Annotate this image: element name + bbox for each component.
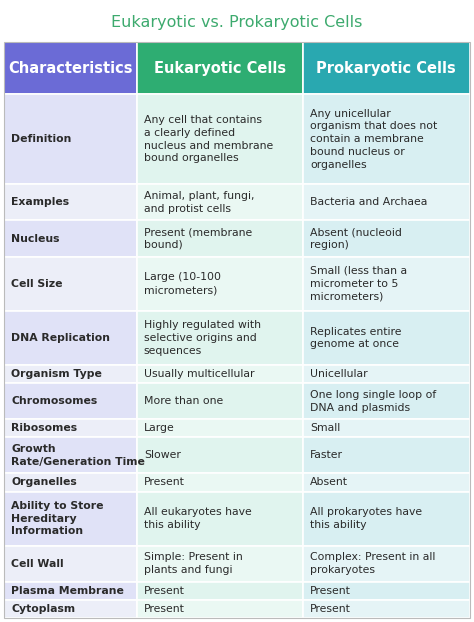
Bar: [4, 473, 137, 491]
Bar: [137, 491, 303, 545]
Text: Complex: Present in all
prokaryotes: Complex: Present in all prokaryotes: [310, 552, 436, 575]
Text: Cell Size: Cell Size: [11, 279, 63, 289]
Bar: [4, 220, 137, 257]
Bar: [303, 582, 470, 600]
Text: Eukaryotic vs. Prokaryotic Cells: Eukaryotic vs. Prokaryotic Cells: [111, 14, 363, 29]
Text: Cytoplasm: Cytoplasm: [11, 604, 75, 614]
Text: One long single loop of
DNA and plasmids: One long single loop of DNA and plasmids: [310, 390, 437, 412]
Bar: [303, 257, 470, 311]
Bar: [4, 311, 137, 365]
Text: Present: Present: [310, 604, 351, 614]
Text: Absent: Absent: [310, 478, 348, 488]
Bar: [137, 184, 303, 220]
Bar: [303, 365, 470, 383]
Bar: [137, 311, 303, 365]
Text: Large (10-100
micrometers): Large (10-100 micrometers): [144, 272, 221, 295]
Text: Absent (nucleoid
region): Absent (nucleoid region): [310, 227, 402, 250]
Bar: [303, 545, 470, 582]
Bar: [4, 491, 137, 545]
Text: Eukaryotic Cells: Eukaryotic Cells: [154, 60, 286, 75]
Text: Definition: Definition: [11, 134, 72, 144]
Bar: [4, 42, 137, 94]
Bar: [137, 94, 303, 184]
Text: Organism Type: Organism Type: [11, 369, 102, 379]
Bar: [303, 437, 470, 473]
Text: Plasma Membrane: Plasma Membrane: [11, 586, 124, 596]
Bar: [4, 437, 137, 473]
Bar: [4, 184, 137, 220]
Text: Large: Large: [144, 424, 174, 434]
Text: Present: Present: [144, 478, 185, 488]
Text: Any unicellular
organism that does not
contain a membrane
bound nucleus or
organ: Any unicellular organism that does not c…: [310, 109, 438, 170]
Text: Present: Present: [144, 586, 185, 596]
Bar: [137, 365, 303, 383]
Text: Chromosomes: Chromosomes: [11, 396, 97, 406]
Bar: [4, 600, 137, 618]
Bar: [303, 419, 470, 437]
Text: Unicellular: Unicellular: [310, 369, 368, 379]
Text: Present (membrane
bound): Present (membrane bound): [144, 227, 252, 250]
Bar: [137, 582, 303, 600]
Bar: [303, 491, 470, 545]
Text: Small (less than a
micrometer to 5
micrometers): Small (less than a micrometer to 5 micro…: [310, 266, 407, 302]
Text: All prokaryotes have
this ability: All prokaryotes have this ability: [310, 507, 422, 530]
Text: Small: Small: [310, 424, 340, 434]
Bar: [137, 419, 303, 437]
Bar: [4, 365, 137, 383]
Text: Cell Wall: Cell Wall: [11, 559, 64, 569]
Text: Examples: Examples: [11, 197, 69, 207]
Text: Replicates entire
genome at once: Replicates entire genome at once: [310, 327, 401, 350]
Text: Faster: Faster: [310, 450, 343, 460]
Bar: [303, 184, 470, 220]
Bar: [137, 257, 303, 311]
Text: More than one: More than one: [144, 396, 223, 406]
Text: Organelles: Organelles: [11, 478, 77, 488]
Bar: [303, 94, 470, 184]
Bar: [137, 473, 303, 491]
Text: Nucleus: Nucleus: [11, 233, 60, 244]
Bar: [4, 383, 137, 419]
Text: Usually multicellular: Usually multicellular: [144, 369, 255, 379]
Text: Animal, plant, fungi,
and protist cells: Animal, plant, fungi, and protist cells: [144, 191, 255, 214]
Text: Highly regulated with
selective origins and
sequences: Highly regulated with selective origins …: [144, 320, 261, 356]
Bar: [137, 545, 303, 582]
Bar: [4, 257, 137, 311]
Bar: [303, 42, 470, 94]
Bar: [137, 600, 303, 618]
Text: Bacteria and Archaea: Bacteria and Archaea: [310, 197, 428, 207]
Text: Any cell that contains
a clearly defined
nucleus and membrane
bound organelles: Any cell that contains a clearly defined…: [144, 115, 273, 164]
Bar: [303, 473, 470, 491]
Bar: [303, 311, 470, 365]
Bar: [137, 42, 303, 94]
Bar: [137, 437, 303, 473]
Bar: [137, 383, 303, 419]
Text: All eukaryotes have
this ability: All eukaryotes have this ability: [144, 507, 252, 530]
Bar: [303, 600, 470, 618]
Bar: [4, 419, 137, 437]
Text: Simple: Present in
plants and fungi: Simple: Present in plants and fungi: [144, 552, 243, 575]
Bar: [137, 220, 303, 257]
Text: Prokaryotic Cells: Prokaryotic Cells: [317, 60, 456, 75]
Bar: [4, 94, 137, 184]
Bar: [4, 582, 137, 600]
Text: Present: Present: [310, 586, 351, 596]
Bar: [303, 220, 470, 257]
Text: Growth
Rate/Generation Time: Growth Rate/Generation Time: [11, 444, 145, 466]
Text: Ribosomes: Ribosomes: [11, 424, 77, 434]
Bar: [4, 545, 137, 582]
Text: Present: Present: [144, 604, 185, 614]
Text: Ability to Store
Hereditary
Information: Ability to Store Hereditary Information: [11, 501, 103, 536]
Text: Characteristics: Characteristics: [8, 60, 133, 75]
Text: Slower: Slower: [144, 450, 181, 460]
Text: DNA Replication: DNA Replication: [11, 333, 110, 343]
Bar: [303, 383, 470, 419]
